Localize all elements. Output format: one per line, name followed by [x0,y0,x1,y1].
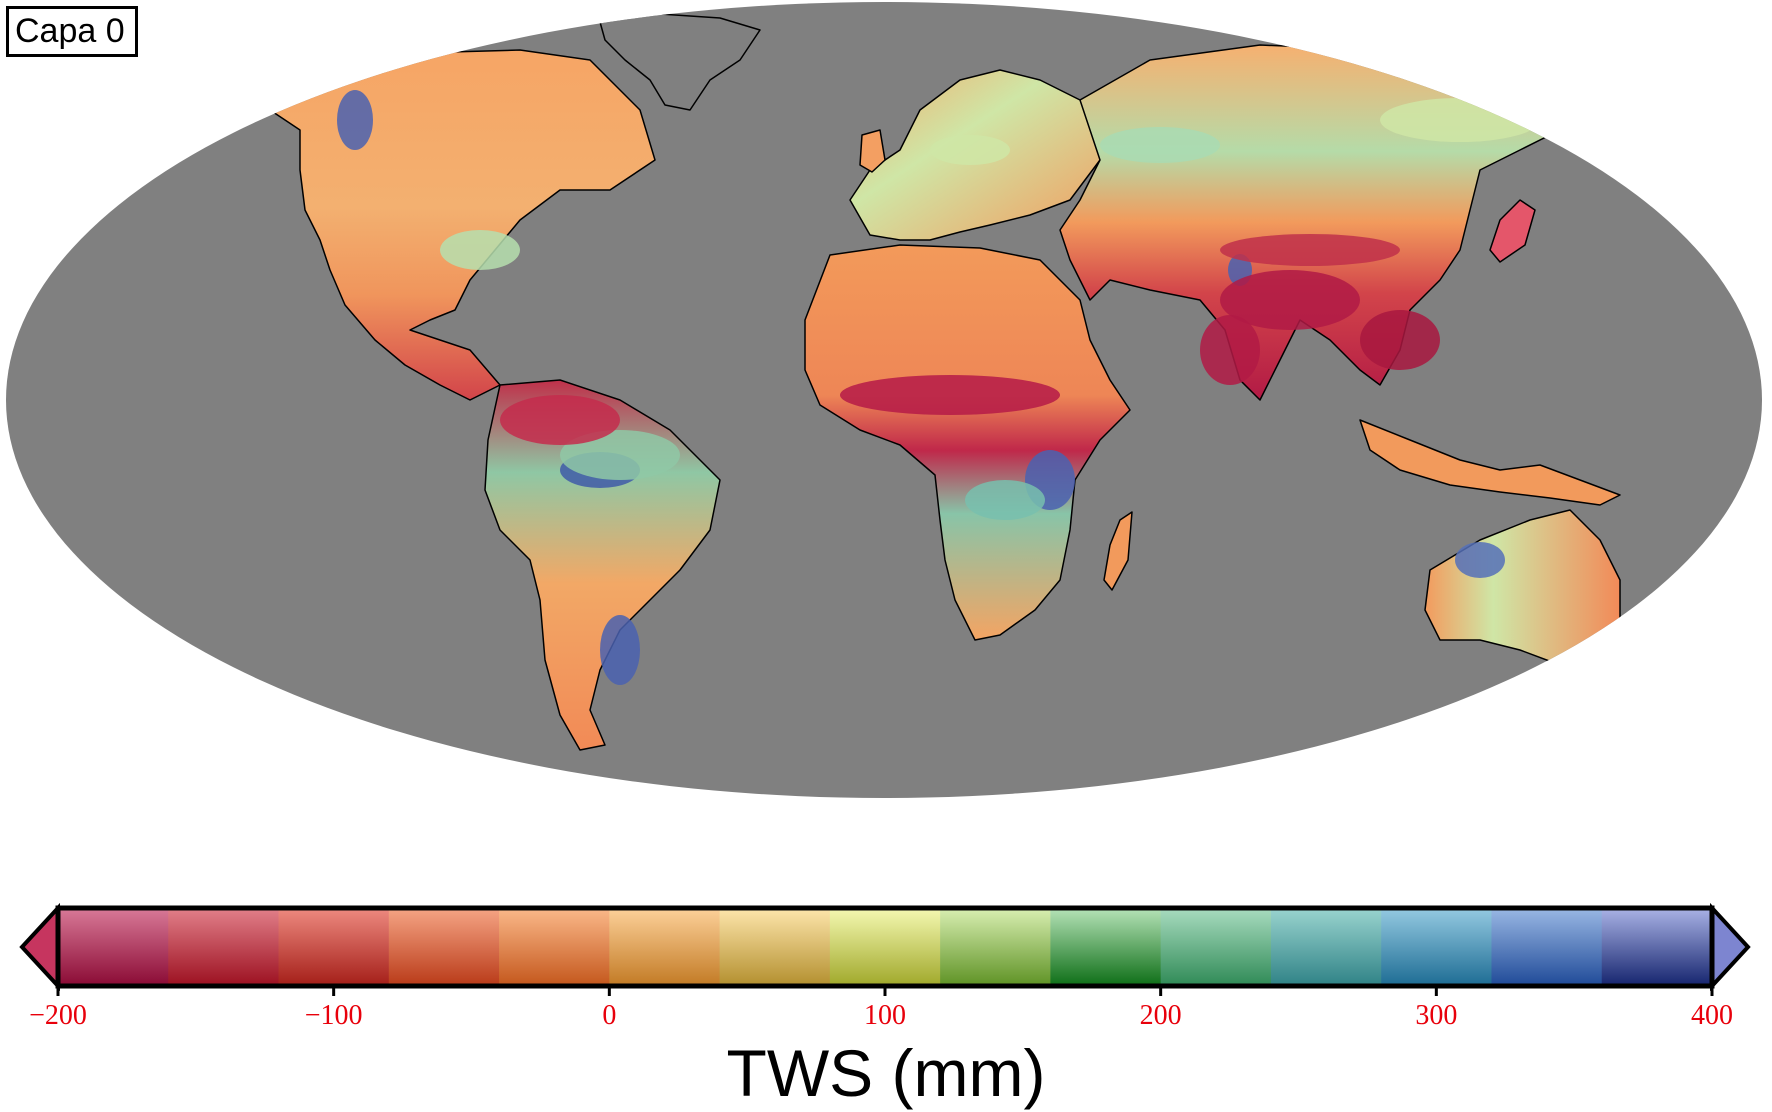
greenland [599,13,761,111]
tws-anomaly-patch [600,615,640,685]
tws-anomaly-patch [560,430,680,480]
tws-anomaly-patch [1380,98,1540,142]
colorbar-over-arrow [1710,902,1751,992]
colorbar-under-arrow [19,902,60,992]
colorbar-segment [1160,908,1272,986]
colorbar-segment [278,908,390,986]
colorbar-segment [388,908,500,986]
colorbar-tick-label: −100 [305,1000,363,1031]
north-america [219,49,656,401]
colorbar-segment [829,908,941,986]
colorbar-segment [1601,908,1713,986]
japan [1489,199,1536,263]
colorbar-segment [1381,908,1493,986]
tws-anomaly-patch [840,375,1060,415]
colorbar-title: TWS (mm) [726,1036,1046,1110]
colorbar-tick-label: 100 [864,1000,906,1031]
colorbar-segment [940,908,1051,986]
maritime-southeast-asia [1359,419,1621,506]
new-zealand [1619,644,1706,711]
tws-anomaly-patch [500,395,620,445]
layer-label: Capa 0 [6,6,138,57]
colorbar-segment [499,908,610,986]
map-panel [6,2,1762,900]
tws-anomaly-patch [930,135,1010,165]
colorbar-segment [719,908,831,986]
british-isles [859,129,886,173]
antarctica [300,800,1470,900]
tws-anomaly-patch [965,480,1045,520]
tws-anomaly-patch [1455,542,1505,578]
colorbar-segment [168,908,280,986]
tws-anomaly-patch [1100,127,1220,163]
madagascar [1103,511,1133,591]
colorbar-segment [58,908,169,986]
colorbar-segment [1050,908,1162,986]
colorbar-tick-label: 0 [602,1000,616,1031]
colorbar-tick-label: 300 [1415,1000,1457,1031]
tws-anomaly-patch [1220,270,1360,330]
tws-anomaly-patch [1360,310,1440,370]
colorbar: −200 −100 0 100 200 300 400 [19,902,1751,1031]
colorbar-segment [609,908,721,986]
africa [804,244,1131,641]
colorbar-segment [1270,908,1382,986]
tws-anomaly-patch [440,230,520,270]
tws-anomaly-patch [1200,315,1260,385]
colorbar-tick-label: 400 [1691,1000,1733,1031]
tws-anomaly-patch [1220,234,1400,266]
colorbar-tick-label: −200 [29,1000,87,1031]
colorbar-tick-label: 200 [1140,1000,1182,1031]
tws-anomaly-patch [337,90,373,150]
colorbar-segment [1491,908,1603,986]
